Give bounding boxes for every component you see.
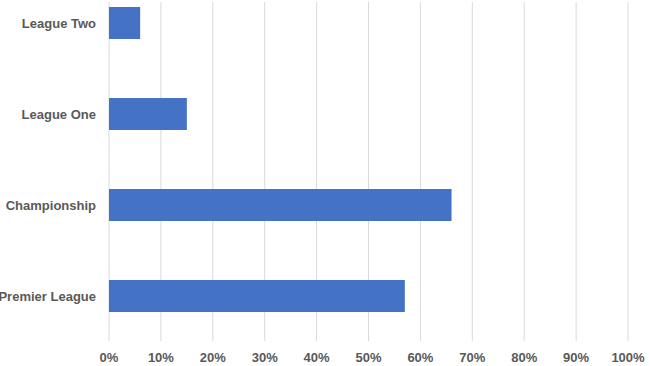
grid-line	[472, 2, 473, 341]
tick-label: 0%	[100, 350, 119, 365]
y-axis: League Two League One Championship Premier …	[0, 16, 96, 304]
bar	[109, 98, 187, 130]
category-label: League One	[22, 107, 96, 122]
grid-line	[628, 2, 629, 341]
category-label: League Two	[22, 16, 96, 31]
tick-label: 30%	[252, 350, 278, 365]
bar	[109, 7, 140, 39]
grid-line	[420, 2, 421, 341]
tick-label: 70%	[459, 350, 485, 365]
grid	[109, 2, 628, 341]
chart-svg: 0% 10% 20% 30% 40% 50% 60% 70% 80% 90% 100% League …	[0, 0, 650, 366]
tick-label: 20%	[200, 350, 226, 365]
tick-label: 10%	[148, 350, 174, 365]
bars	[109, 7, 452, 312]
tick-label: 60%	[407, 350, 433, 365]
grid-line	[576, 2, 577, 341]
tick-label: 100%	[611, 350, 645, 365]
tick-label: 80%	[511, 350, 537, 365]
tick-label: 50%	[355, 350, 381, 365]
category-label: Premier League	[0, 289, 96, 304]
category-label: Championship	[6, 198, 96, 213]
grid-line	[524, 2, 525, 341]
bar	[109, 280, 405, 312]
x-axis: 0% 10% 20% 30% 40% 50% 60% 70% 80% 90% 100%	[100, 350, 645, 365]
tick-label: 90%	[563, 350, 589, 365]
chart-container: 0% 10% 20% 30% 40% 50% 60% 70% 80% 90% 100% League …	[0, 0, 650, 366]
tick-label: 40%	[304, 350, 330, 365]
bar	[109, 189, 452, 221]
